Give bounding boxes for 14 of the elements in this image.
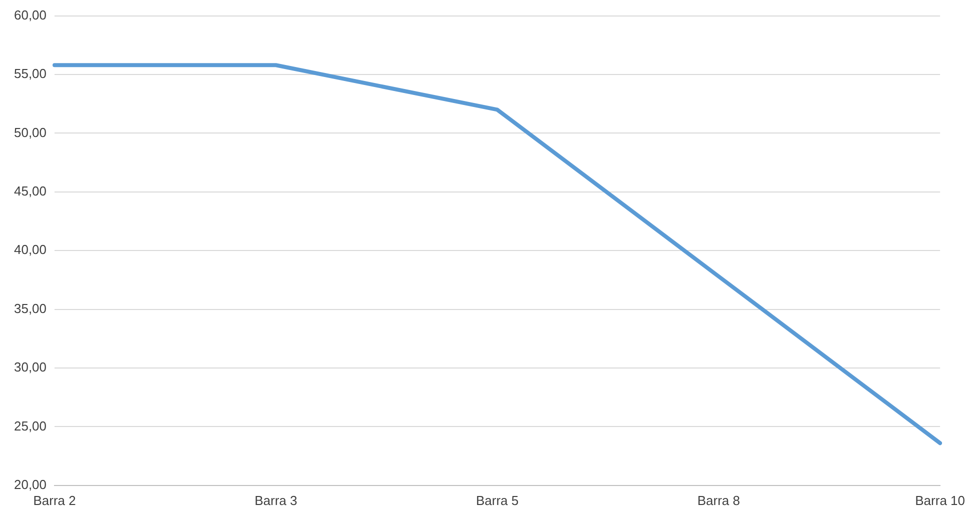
y-tick-label: 40,00 [14,242,47,258]
y-tick-label: 35,00 [14,300,47,316]
x-tick-label: Barra 2 [33,492,76,508]
y-tick-label: 55,00 [14,66,47,82]
y-tick-label: 50,00 [14,124,47,140]
x-tick-label: Barra 8 [697,492,740,508]
x-tick-label: Barra 10 [915,492,966,508]
y-tick-label: 20,00 [14,476,47,492]
y-tick-label: 30,00 [14,360,47,375]
y-tick-label: 25,00 [14,418,47,434]
x-tick-label: Barra 3 [254,492,298,508]
y-tick-label: 45,00 [14,183,47,198]
x-tick-label: Barra 5 [476,492,519,508]
y-tick-label: 60,00 [14,7,47,22]
